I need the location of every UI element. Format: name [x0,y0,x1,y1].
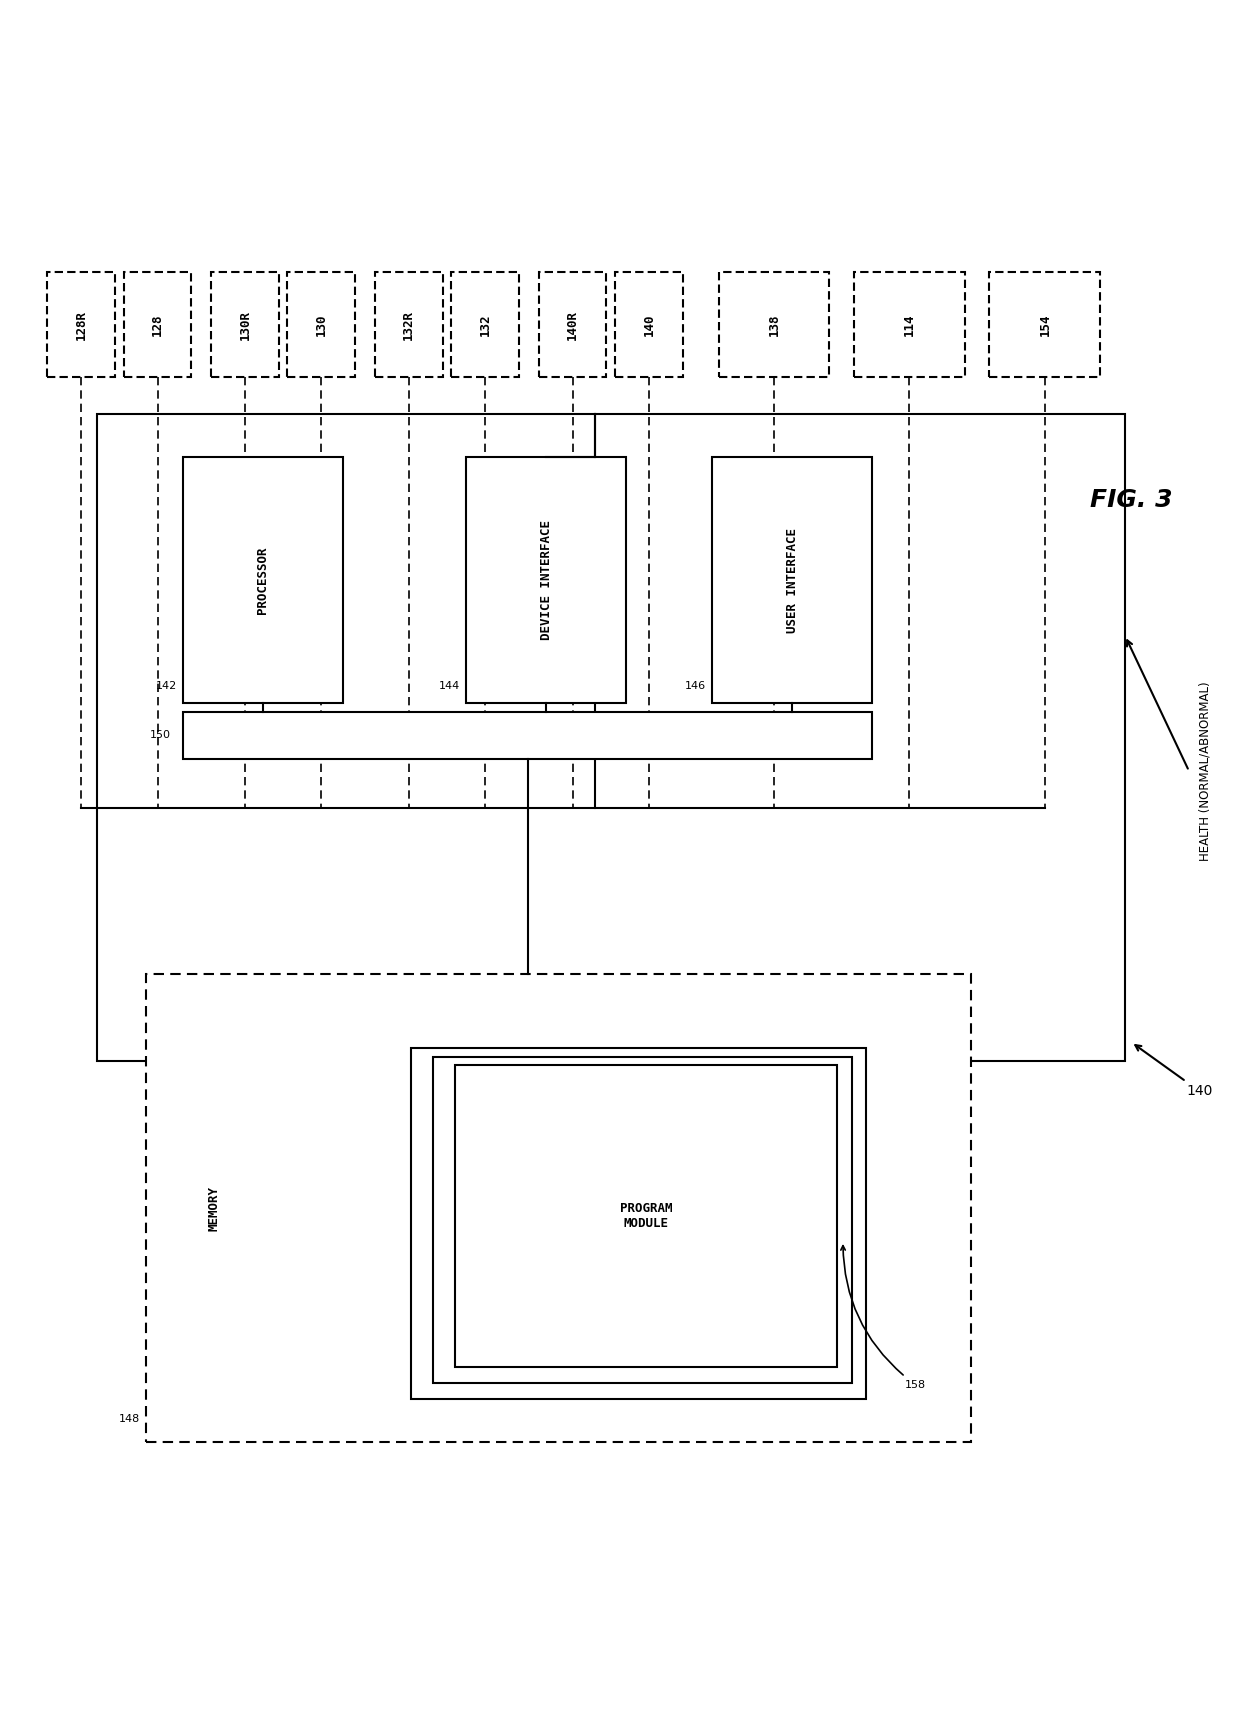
Text: 114: 114 [903,313,916,335]
Bar [124,273,191,376]
Bar [718,273,830,376]
Text: PROGRAM
MODULE: PROGRAM MODULE [620,1202,672,1230]
Text: HEALTH (NORMAL/ABNORMAL): HEALTH (NORMAL/ABNORMAL) [1199,682,1211,862]
Text: FIG. 3: FIG. 3 [1090,489,1172,513]
Text: 150: 150 [150,731,170,741]
Text: 158: 158 [841,1245,925,1390]
Bar [451,273,520,376]
Bar [182,712,873,758]
Text: 132: 132 [479,313,491,335]
Text: 132R: 132R [402,309,415,340]
Text: PROCESSOR: PROCESSOR [257,546,269,615]
Bar [146,974,971,1442]
Bar [854,273,965,376]
Text: 130: 130 [315,313,327,335]
Text: USER INTERFACE: USER INTERFACE [786,528,799,632]
Bar [615,273,683,376]
Bar [712,458,873,703]
Bar [97,414,1125,1060]
Bar [990,273,1100,376]
Text: 138: 138 [768,313,780,335]
Text: 128: 128 [151,313,164,335]
Text: DEVICE INTERFACE: DEVICE INTERFACE [539,520,553,641]
Text: 148: 148 [118,1414,140,1423]
Text: 142: 142 [155,680,176,691]
Text: 146: 146 [684,680,707,691]
Text: 140: 140 [1136,1045,1213,1098]
Text: 130R: 130R [238,309,252,340]
Bar [211,273,279,376]
Text: MEMORY: MEMORY [207,1186,219,1231]
Bar [455,1066,837,1368]
Bar [374,273,443,376]
Text: 154: 154 [1038,313,1052,335]
Text: 144: 144 [439,680,460,691]
Text: 140: 140 [642,313,656,335]
Bar [466,458,626,703]
Bar [433,1057,852,1383]
Bar [182,458,343,703]
Bar [538,273,606,376]
Bar [47,273,115,376]
Text: 128R: 128R [74,309,88,340]
Bar [288,273,355,376]
Bar [410,1048,867,1399]
Text: 140R: 140R [567,309,579,340]
